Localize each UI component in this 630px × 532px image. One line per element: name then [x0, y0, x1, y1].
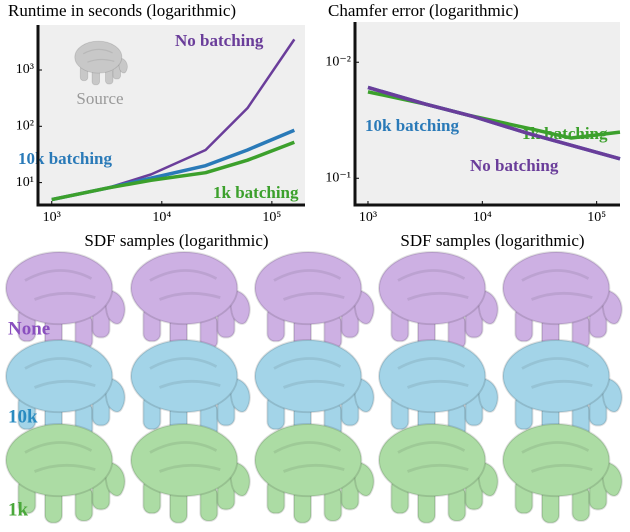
x-axis-label: SDF samples (logarithmic): [84, 231, 268, 250]
turtle-render: [131, 252, 250, 351]
y-tick-label: 10⁻¹: [325, 170, 351, 185]
turtle-shell: [255, 252, 361, 324]
x-axis-label: SDF samples (logarithmic): [400, 231, 584, 250]
turtle-shell: [131, 340, 237, 412]
turtle-shell: [503, 424, 609, 496]
chart-title: Runtime in seconds (logarithmic): [8, 1, 236, 20]
x-tick-label: 10³: [43, 210, 61, 225]
turtle-shell: [379, 340, 485, 412]
turtle-shell: [6, 252, 112, 324]
turtle-shell: [255, 424, 361, 496]
turtle-shell: [379, 424, 485, 496]
series-label: 10k batching: [18, 149, 112, 168]
chart-title: Chamfer error (logarithmic): [328, 1, 519, 20]
row-label: 1k: [8, 499, 29, 520]
turtle-shell: [503, 252, 609, 324]
turtle-shell: [255, 340, 361, 412]
x-tick-label: 10⁴: [473, 210, 492, 225]
turtle-render: [255, 424, 374, 523]
turtle-shell: [75, 41, 122, 73]
y-tick-label: 10⁻²: [325, 54, 351, 69]
x-tick-label: 10⁵: [587, 210, 606, 225]
turtle-shell: [131, 252, 237, 324]
turtle-shell: [131, 424, 237, 496]
y-tick-label: 10¹: [16, 175, 34, 190]
row-label: None: [8, 318, 50, 339]
turtle-render: [503, 252, 622, 351]
row-label: 10k: [8, 406, 38, 427]
turtle-shell: [379, 252, 485, 324]
x-tick-label: 10³: [359, 210, 377, 225]
series-label: 1k batching: [522, 124, 608, 143]
turtle-render: [503, 424, 622, 523]
y-tick-label: 10²: [16, 119, 34, 134]
series-label: No batching: [175, 31, 264, 50]
x-tick-label: 10⁴: [152, 210, 171, 225]
series-label: 1k batching: [213, 183, 299, 202]
turtle-render: [255, 252, 374, 351]
turtle-render: [131, 424, 250, 523]
turtle-shell: [6, 340, 112, 412]
turtle-shell: [6, 424, 112, 496]
figure: Runtime in seconds (logarithmic) SDF samp…: [0, 0, 630, 527]
series-label: 10k batching: [365, 116, 459, 135]
series-label: No batching: [470, 156, 559, 175]
turtle-shell: [503, 340, 609, 412]
turtle-render: [379, 424, 498, 523]
turtle-render: [379, 252, 498, 351]
annotation: Source: [76, 89, 123, 108]
y-tick-label: 10³: [16, 62, 34, 77]
plot-background: [355, 22, 620, 205]
x-tick-label: 10⁵: [262, 210, 281, 225]
